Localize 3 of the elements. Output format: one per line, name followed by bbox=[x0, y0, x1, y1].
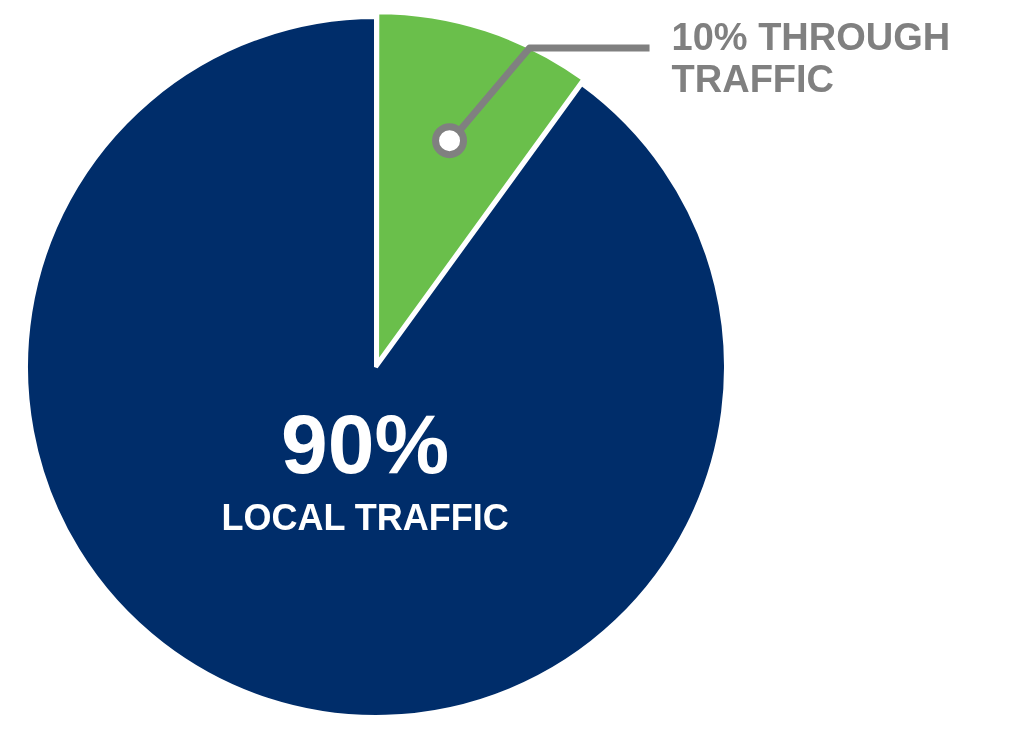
slice-label: LOCAL TRAFFIC bbox=[221, 497, 509, 539]
slice-label: 10% THROUGH TRAFFIC bbox=[671, 16, 951, 101]
data-label: 90% bbox=[281, 397, 450, 492]
